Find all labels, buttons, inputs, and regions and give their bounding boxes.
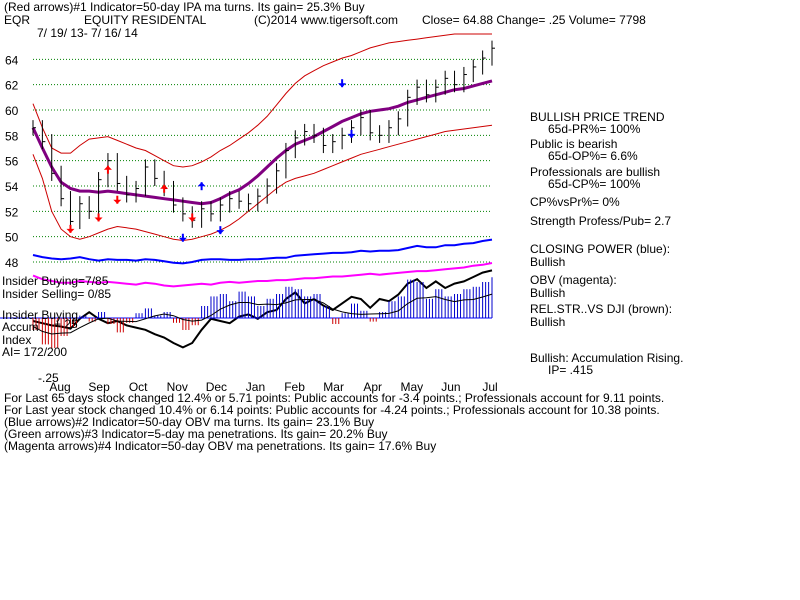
y-axis-tick-labels: 64 62 60 58 56 54 52 50 48 (5, 53, 19, 270)
relstr-value: Bullish (530, 315, 566, 329)
red-buy-arrow-head (94, 217, 103, 222)
red-sell-arrow-head (103, 165, 112, 170)
blue-buy-arrow-head (338, 83, 347, 88)
quote-summary: Close= 64.88 Change= .25 Volume= 7798 (422, 13, 646, 27)
month-label-apr: Apr (363, 380, 382, 394)
ai-value: AI= 172/200 (2, 345, 68, 359)
y-tick-label-52: 52 (5, 205, 19, 219)
symbol-label: EQR (4, 13, 31, 27)
op-value: 65d-OP%= 6.6% (548, 149, 638, 163)
x-axis-month-labels: Aug Sep Oct Nov Dec Jan Feb Mar Apr May Jun Jul (49, 380, 497, 394)
accum-minus25: -.25 (38, 371, 59, 385)
closing-power-value: Bullish (530, 255, 566, 269)
y-tick-label-64: 64 (5, 53, 19, 67)
month-label-dec: Dec (206, 380, 227, 394)
accum-ma-line (32, 293, 493, 335)
obv-value: Bullish (530, 286, 566, 300)
month-label-nov: Nov (167, 380, 188, 394)
strength-value: Strength Profess/Pub= 2.7 (530, 214, 672, 228)
insider-selling-count: Insider Selling= 0/85 (2, 287, 112, 301)
footer-blue-arrows: (Blue arrows)#2 Indicator=50-day OBV ma … (4, 415, 375, 429)
moving-average (31, 79, 493, 206)
indicator-lines (32, 238, 493, 349)
footer-magenta-arrows: (Magenta arrows)#4 Indicator=50-day OBV … (4, 439, 437, 453)
cpvspr-value: CP%vsPr%= 0% (530, 195, 620, 209)
month-label-mar: Mar (323, 380, 344, 394)
obv-line (32, 262, 493, 288)
insider-buying-count: Insider Buying=7/85 (2, 274, 109, 288)
y-tick-label-54: 54 (5, 180, 19, 194)
y-tick-label-50: 50 (5, 231, 19, 245)
blue-buy-arrow-head (178, 237, 187, 242)
ma50-line (31, 79, 493, 206)
insider-buying-label: Insider Buying (2, 308, 79, 322)
date-range: 7/ 19/ 13- 7/ 16/ 14 (37, 26, 138, 40)
footer-65day: For Last 65 days stock changed 12.4% or … (4, 391, 665, 405)
price-bars (32, 40, 495, 230)
company-name: EQUITY RESIDENTAL (84, 13, 207, 27)
lower-band (32, 124, 493, 242)
month-label-jan: Jan (246, 380, 265, 394)
month-label-may: May (400, 380, 423, 394)
trend-title: BULLISH PRICE TREND (530, 110, 665, 124)
cp-value: 65d-CP%= 100% (548, 177, 641, 191)
red-buy-arrow-head (66, 228, 75, 233)
month-label-jul: Jul (482, 380, 497, 394)
copyright: (C)2014 www.tigersoft.com (254, 13, 399, 27)
red-buy-arrow-head (188, 217, 197, 222)
pr-value: 65d-PR%= 100% (548, 122, 641, 136)
public-text: Public is bearish (530, 137, 618, 151)
closing-power-label: CLOSING POWER (blue): (530, 242, 671, 256)
header-indicator-line: (Red arrows)#1 Indicator=50-day IPA ma t… (4, 0, 365, 14)
closing-power-line (32, 238, 493, 265)
index-label: Index (2, 333, 32, 347)
signal-arrows (66, 79, 356, 242)
footer-green-arrows: (Green arrows)#3 Indicator=5-day ma pene… (4, 427, 388, 441)
blue-buy-arrow-head (347, 133, 356, 138)
accumulation-label: Bullish: Accumulation Rising. (530, 351, 684, 365)
month-label-feb: Feb (284, 380, 305, 394)
obv-label: OBV (magenta): (530, 273, 617, 287)
month-label-aug: Aug (49, 380, 70, 394)
pros-text: Professionals are bullish (530, 165, 661, 179)
bollinger-bands (32, 33, 493, 242)
month-label-oct: Oct (129, 380, 148, 394)
ip-value: IP= .415 (548, 363, 594, 377)
relative-strength-line (32, 269, 493, 349)
accum-label: Accum (2, 320, 39, 334)
accum-plus25: +.25 (54, 317, 78, 331)
blue-sell-arrow-head (197, 182, 206, 187)
accumulation-histogram (0, 277, 493, 348)
y-tick-label-60: 60 (5, 104, 19, 118)
relstr-label: REL.STR..VS DJI (brown): (530, 302, 673, 316)
red-sell-arrow-head (160, 184, 169, 189)
y-tick-label-56: 56 (5, 155, 19, 169)
blue-buy-arrow-head (216, 230, 225, 235)
month-label-sep: Sep (88, 380, 110, 394)
upper-band (32, 33, 492, 168)
y-tick-label-58: 58 (5, 129, 19, 143)
red-buy-arrow-head (113, 199, 122, 204)
y-tick-label-62: 62 (5, 79, 19, 93)
y-tick-label-48: 48 (5, 256, 19, 270)
month-label-jun: Jun (441, 380, 460, 394)
footer-year: For Last year stock changed 10.4% or 6.1… (4, 403, 660, 417)
